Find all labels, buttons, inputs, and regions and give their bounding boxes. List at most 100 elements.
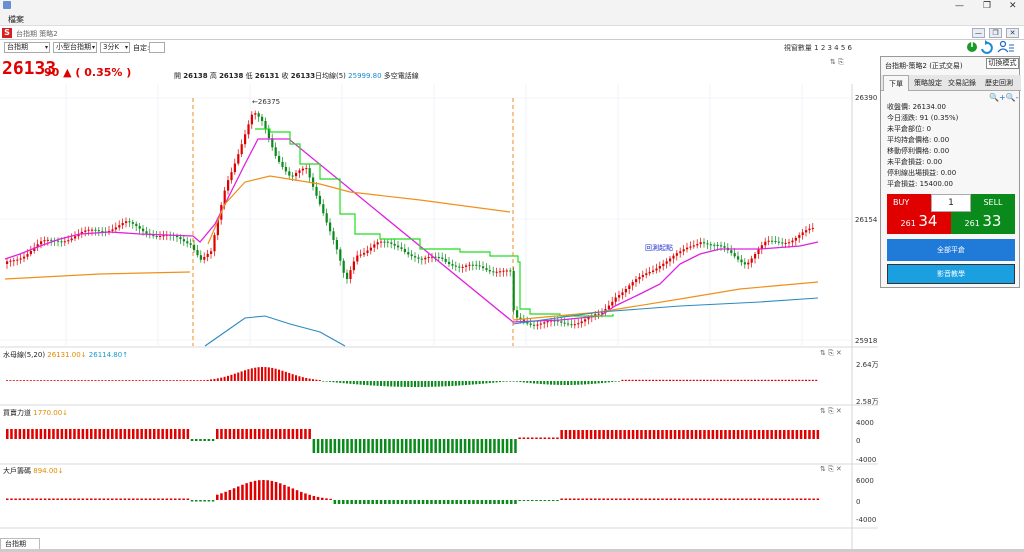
indicator-bar (648, 498, 652, 500)
indicator-bar (27, 498, 30, 500)
sub-close-button[interactable]: ✕ (1006, 28, 1019, 38)
indicator-bar (455, 439, 458, 453)
candle (84, 230, 87, 232)
indicator-bar (564, 498, 568, 500)
candle (152, 235, 155, 237)
candle (533, 324, 536, 326)
sub-restore-button[interactable]: ❐ (989, 28, 1002, 38)
indicator-bar (497, 500, 500, 504)
close-all-button[interactable]: 全部平倉 (887, 239, 1015, 261)
indicator-bar (594, 381, 597, 384)
tab-strategy[interactable]: 策略設定 (914, 79, 942, 87)
indicator-bar (669, 498, 673, 500)
indicator-bar (442, 500, 446, 504)
tab-order[interactable]: 下單 (883, 75, 909, 91)
candle (648, 271, 651, 274)
candle (359, 254, 362, 256)
buy-button[interactable]: BUY (887, 194, 931, 212)
indicator-bar (346, 381, 349, 384)
subchart2-tools[interactable]: ⇅ ⎘ ✕ (820, 407, 842, 415)
chart-area[interactable]: ←26375 回測起點 26390 26154 25918 2.64万 2.58… (0, 84, 878, 550)
indicator-bar (747, 379, 750, 381)
refresh-icon[interactable] (981, 40, 993, 54)
indicator-bar (598, 430, 601, 439)
subchart1-tools[interactable]: ⇅ ⎘ ✕ (820, 349, 842, 357)
indicator-bar (709, 379, 712, 381)
indicator-bar (611, 381, 614, 382)
quantity-input[interactable]: 1 (931, 194, 971, 212)
indicator-bar (636, 430, 639, 439)
indicator-bar (271, 367, 274, 381)
close-icon[interactable]: ✕ (1009, 1, 1017, 11)
indicator-bar (52, 429, 55, 439)
tab-trade-log[interactable]: 交易記錄 (948, 79, 976, 87)
indicator-bar (144, 429, 148, 439)
bottom-tab[interactable]: 台指期 (0, 538, 40, 550)
candle (363, 252, 366, 255)
buy-price-button[interactable]: 261 34 (887, 212, 951, 234)
candle (434, 256, 437, 258)
indicator-bar (648, 379, 651, 381)
indicator-bar (356, 381, 359, 385)
info-open-position: 未平倉部位: 0 (887, 125, 932, 133)
indicator-bar (597, 381, 600, 384)
candle (672, 255, 675, 259)
custom-input[interactable] (149, 42, 165, 53)
indicator-bar (18, 429, 22, 439)
indicator-bar (233, 373, 236, 381)
sell-button[interactable]: SELL (971, 194, 1015, 212)
subchart3-tools[interactable]: ⇅ ⎘ ✕ (820, 465, 842, 473)
switch-mode-button[interactable]: 切換模式 (986, 58, 1019, 69)
sell-price-button[interactable]: 261 33 (951, 212, 1015, 234)
indicator-bar (811, 379, 814, 381)
zoom-in-icon[interactable]: 🔍+ (989, 93, 1006, 102)
menu-file[interactable]: 檔案 (8, 15, 24, 24)
indicator-bar (240, 371, 243, 381)
zoom-out-icon[interactable]: 🔍- (1005, 93, 1019, 102)
orange-ma-line-2 (207, 175, 511, 245)
candle (138, 226, 141, 229)
indicator-bar (607, 381, 610, 383)
window-count-selector[interactable]: 視窗數量 1 2 3 4 5 6 (783, 44, 852, 52)
candle (407, 252, 410, 255)
sub-minimize-button[interactable]: — (972, 28, 985, 38)
contract-select[interactable]: 小型台指期 (53, 42, 97, 53)
indicator-bar (216, 378, 219, 381)
candle (315, 186, 318, 196)
minimize-icon[interactable]: — (955, 1, 964, 11)
user-list-icon[interactable] (997, 40, 1014, 53)
indicator-bar (749, 498, 752, 500)
candle (210, 251, 213, 254)
indicator-bar (594, 498, 597, 500)
video-tutorial-button[interactable]: 影音教學 (887, 264, 1015, 284)
main-chart-tools[interactable]: ⇅ ⎘ (830, 58, 844, 66)
candle (784, 243, 787, 245)
indicator-bar (737, 379, 740, 381)
candle (91, 229, 94, 231)
indicator-bar (287, 429, 290, 439)
power-icon[interactable] (967, 42, 977, 52)
indicator-bar (535, 500, 538, 501)
indicator-bar (91, 380, 94, 381)
indicator-bar (10, 498, 13, 500)
candle (145, 231, 148, 234)
candle (437, 257, 440, 259)
indicator-bar (696, 379, 699, 381)
candle (777, 241, 780, 243)
indicator-bar (514, 439, 517, 453)
top-icons (966, 40, 1022, 56)
indicator-bar (628, 379, 631, 381)
period-select[interactable]: 3分K (100, 42, 130, 53)
candle (420, 258, 423, 260)
indicator-bar (750, 379, 753, 381)
maximize-icon[interactable]: ❐ (983, 1, 992, 11)
indicator-bar (354, 439, 358, 453)
indicator-bar (400, 439, 404, 453)
tab-backtest[interactable]: 歷史回測 (985, 79, 1013, 87)
indicator-bar (547, 437, 551, 439)
product-select[interactable]: 台指期 (4, 42, 50, 53)
indicator-bar (553, 381, 556, 385)
indicator-bar (589, 498, 593, 500)
indicator-bar (741, 498, 744, 500)
indicator-bar (421, 500, 425, 504)
